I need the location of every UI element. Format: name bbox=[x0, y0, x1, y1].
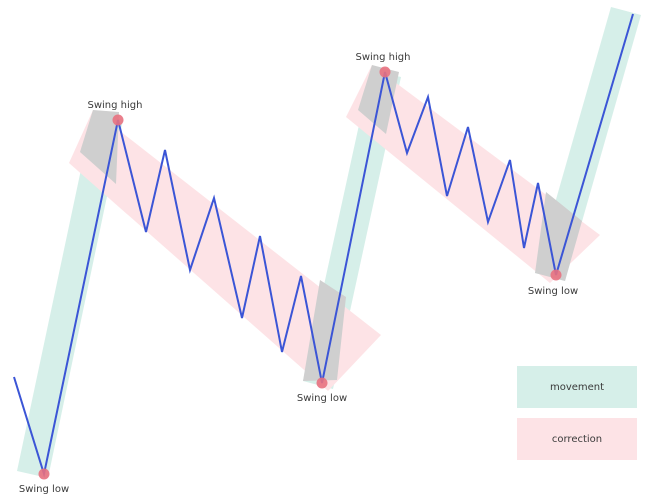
legend-correction: correction bbox=[517, 418, 637, 460]
correction-channel-2 bbox=[346, 65, 600, 283]
overlap-zone-4 bbox=[535, 192, 582, 281]
swing-high-point-1 bbox=[112, 114, 124, 126]
swing-low-label-1: Swing low bbox=[19, 484, 69, 495]
overlap-zone-2 bbox=[303, 280, 346, 381]
swing-low-point-2 bbox=[316, 377, 328, 389]
legend-correction-label: correction bbox=[551, 433, 603, 445]
swing-low-label-3: Swing low bbox=[528, 286, 578, 297]
swing-low-label-2: Swing low bbox=[297, 393, 347, 404]
swing-low-point-1 bbox=[38, 468, 50, 480]
swing-high-label-1: Swing high bbox=[88, 100, 143, 111]
swing-high-point-2 bbox=[379, 66, 391, 78]
movement-band-1 bbox=[17, 113, 123, 478]
swing-high-label-2: Swing high bbox=[356, 52, 411, 63]
correction-channel-1 bbox=[69, 110, 381, 391]
legend-movement: movement bbox=[517, 366, 637, 408]
swing-low-point-3 bbox=[550, 269, 562, 281]
legend-movement-label: movement bbox=[549, 381, 605, 393]
